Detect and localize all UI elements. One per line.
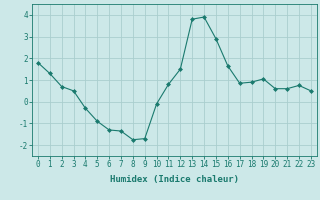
X-axis label: Humidex (Indice chaleur): Humidex (Indice chaleur) xyxy=(110,175,239,184)
